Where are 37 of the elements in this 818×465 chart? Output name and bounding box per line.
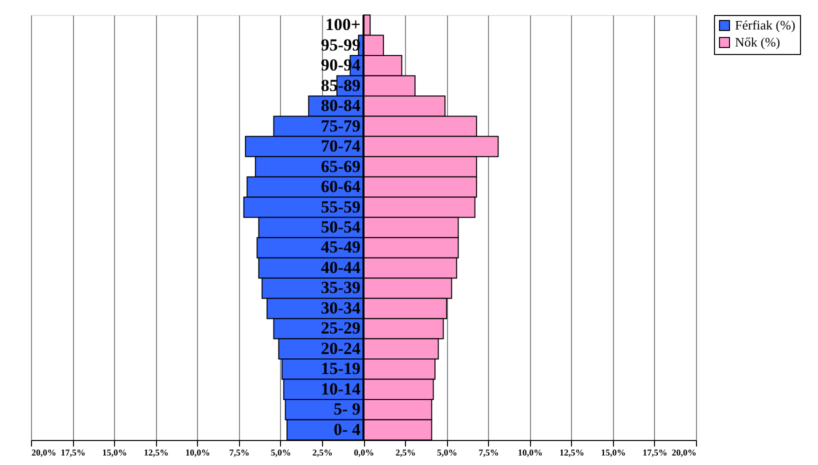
- x-tick-label: 20,0%: [32, 448, 56, 458]
- x-tick-label: 5,0%: [437, 448, 458, 458]
- x-tick-label: 15,0%: [601, 448, 626, 458]
- y-tick-label: 60-64: [320, 177, 361, 196]
- x-tick-label: 0,0%: [354, 448, 374, 458]
- x-tick-label: 17,5%: [642, 448, 668, 458]
- y-tick-label: 0- 4: [334, 420, 361, 439]
- x-tick-label: 10,0%: [185, 448, 210, 458]
- x-tick-label: 7,5%: [229, 448, 250, 458]
- y-tick-label: 100+: [325, 15, 360, 34]
- legend-label: Férfiak (%): [735, 18, 796, 32]
- x-tick-label: 7,5%: [478, 448, 499, 458]
- y-tick-label: 45-49: [320, 238, 360, 257]
- y-tick-label: 65-69: [320, 156, 360, 176]
- x-tick-label: 20,0%: [672, 448, 696, 458]
- legend-label: Nők (%): [735, 34, 780, 50]
- y-tick-label: 50-54: [320, 218, 361, 236]
- y-tick-label: 40-44: [320, 258, 361, 277]
- x-tick-label: 5,0%: [270, 448, 291, 458]
- y-tick-label: 10-14: [320, 379, 361, 398]
- x-tick-label: 2,5%: [312, 448, 333, 458]
- x-tick-label: 2,5%: [395, 448, 416, 458]
- x-tick-label: 10,0%: [518, 448, 543, 458]
- y-tick-label: 35-39: [320, 278, 360, 298]
- x-tick-label: 17,5%: [60, 448, 86, 458]
- y-tick-label: 75-79: [320, 116, 360, 136]
- y-tick-label: 25-29: [320, 318, 360, 338]
- y-tick-label: 15-19: [320, 359, 360, 378]
- x-tick-label: 12,5%: [559, 448, 584, 458]
- y-tick-label: 80-84: [320, 96, 361, 116]
- y-tick-label: 20-24: [320, 338, 361, 358]
- y-tick-label: 30-34: [320, 298, 361, 318]
- x-tick-label: 12,5%: [144, 448, 169, 458]
- y-tick-label: 55-59: [320, 197, 360, 216]
- y-tick-label: 5- 9: [334, 400, 360, 419]
- x-tick-label: 15,0%: [102, 448, 127, 458]
- y-tick-label: 70-74: [320, 136, 361, 156]
